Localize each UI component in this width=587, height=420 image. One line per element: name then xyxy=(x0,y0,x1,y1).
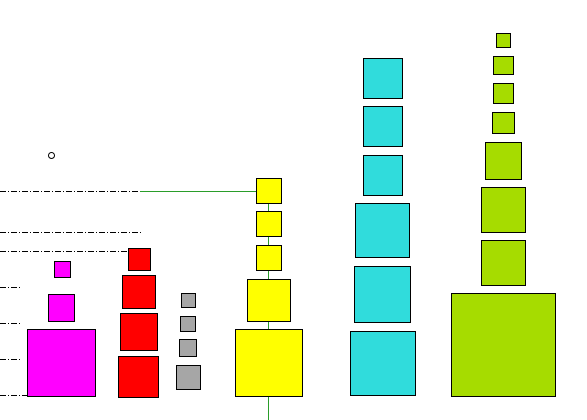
box xyxy=(122,275,156,309)
green-stack xyxy=(451,33,556,397)
box xyxy=(493,56,514,75)
box xyxy=(179,339,197,357)
box xyxy=(354,266,411,323)
box xyxy=(118,356,159,398)
marker-circle xyxy=(48,152,55,159)
box xyxy=(27,329,96,397)
box xyxy=(363,155,403,196)
red-stack xyxy=(118,248,159,398)
box xyxy=(176,365,201,390)
box xyxy=(451,293,556,397)
magenta-stack xyxy=(27,261,96,397)
yellow-stack xyxy=(235,178,303,397)
box xyxy=(181,293,196,308)
box xyxy=(54,261,71,278)
box xyxy=(128,248,151,271)
cyan-stack xyxy=(350,58,416,396)
gray-stack xyxy=(176,293,201,390)
box xyxy=(256,245,282,271)
box xyxy=(363,58,403,99)
box xyxy=(481,240,526,286)
box xyxy=(235,329,303,397)
box xyxy=(363,106,403,147)
box xyxy=(493,83,514,104)
box xyxy=(492,112,515,134)
box xyxy=(256,211,282,237)
box xyxy=(481,187,526,233)
box xyxy=(247,279,291,322)
box xyxy=(485,142,522,180)
box xyxy=(350,331,416,396)
box xyxy=(256,178,282,204)
box xyxy=(48,294,75,322)
box xyxy=(496,33,511,48)
box xyxy=(180,316,196,332)
box xyxy=(120,313,158,351)
box xyxy=(355,203,410,258)
